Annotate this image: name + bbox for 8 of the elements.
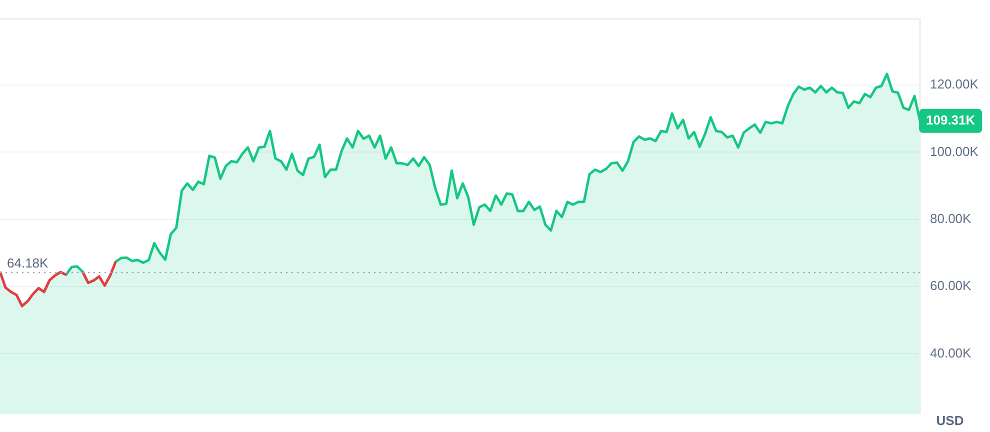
text: 109.31K: [926, 112, 976, 128]
y-tick-label: 80.00K: [930, 210, 972, 226]
y-tick-label: 40.00K: [930, 345, 972, 360]
y-tick-label: 100.00K: [930, 144, 979, 159]
ref-line-label: 64.18K: [7, 256, 49, 271]
y-axis-title: USD: [936, 413, 964, 428]
y-tick-label: 60.00K: [930, 278, 972, 294]
y-tick-label: 120.00K: [930, 76, 979, 92]
